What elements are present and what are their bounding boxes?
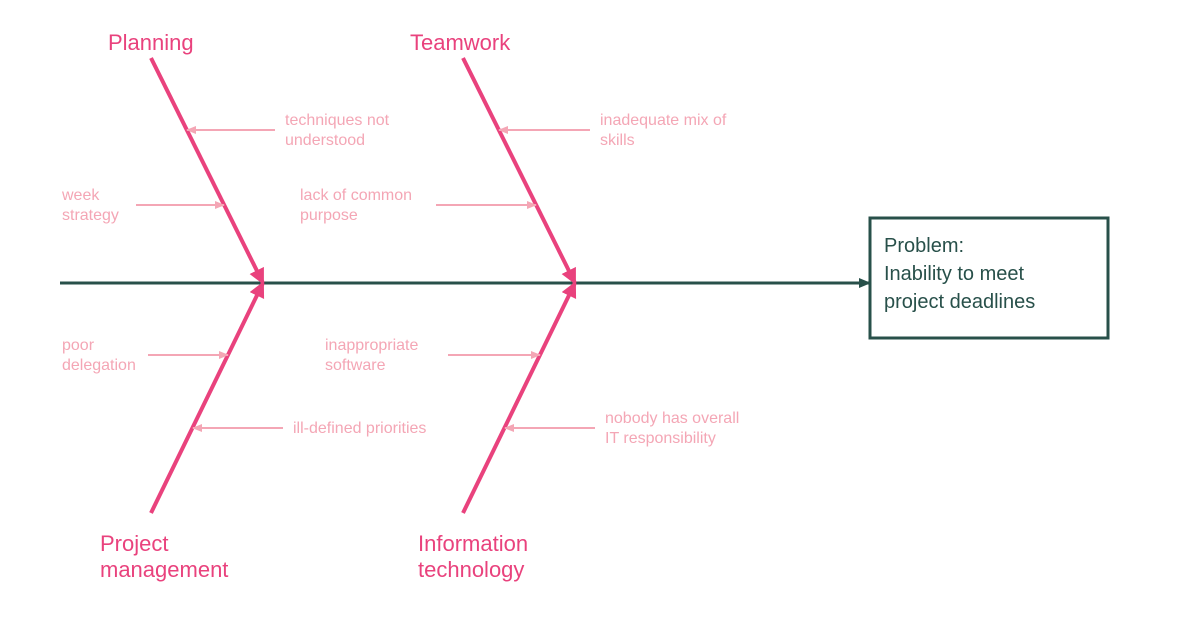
category-label-planning: Planning — [108, 30, 194, 55]
bone-information-technology — [463, 283, 575, 513]
cause-label-7: nobody has overallIT responsibility — [605, 410, 739, 447]
category-label-project-management: Projectmanagement — [100, 531, 228, 582]
cause-label-4: poordelegation — [62, 337, 136, 374]
bone-planning — [151, 58, 263, 283]
fishbone-diagram: Problem:Inability to meetproject deadlin… — [0, 0, 1180, 625]
cause-label-5: ill-defined priorities — [293, 420, 426, 437]
cause-label-2: inadequate mix ofskills — [600, 112, 727, 149]
cause-label-1: weekstrategy — [61, 187, 119, 224]
cause-label-3: lack of commonpurpose — [300, 187, 412, 224]
category-label-information-technology: Informationtechnology — [418, 531, 528, 582]
cause-label-6: inappropriatesoftware — [325, 337, 419, 374]
bone-project-management — [151, 283, 263, 513]
bone-teamwork — [463, 58, 575, 283]
cause-label-0: techniques notunderstood — [285, 112, 390, 149]
category-label-teamwork: Teamwork — [410, 30, 511, 55]
problem-text: Problem:Inability to meetproject deadlin… — [884, 235, 1035, 313]
